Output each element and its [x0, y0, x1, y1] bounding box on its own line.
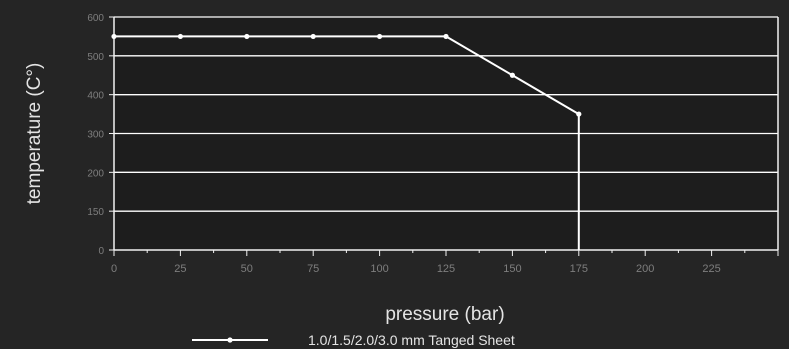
y-axis-label: temperature (C°)	[24, 63, 45, 205]
x-tick-label: 25	[174, 263, 186, 275]
y-tick-label: 0	[98, 246, 104, 257]
data-point	[310, 33, 316, 40]
x-tick-label: 225	[702, 263, 720, 275]
y-tick-label: 600	[87, 13, 104, 24]
x-tick-label: 0	[111, 263, 117, 275]
y-tick-label: 200	[87, 168, 104, 179]
data-point	[576, 111, 582, 117]
y-tick-label: 150	[87, 207, 104, 218]
x-tick-label: 75	[307, 263, 319, 275]
x-tick-label: 100	[370, 263, 388, 275]
x-tick-label: 50	[241, 263, 253, 275]
legend-label: 1.0/1.5/2.0/3.0 mm Tanged Sheet	[308, 332, 515, 348]
data-point	[111, 33, 117, 40]
y-tick-label: 500	[87, 52, 104, 63]
y-tick-label: 400	[87, 91, 104, 102]
data-point	[443, 33, 449, 40]
x-tick-label: 200	[636, 263, 654, 275]
x-axis-label: pressure (bar)	[385, 304, 504, 325]
x-tick-label: 175	[570, 263, 588, 275]
x-tick-label: 125	[437, 263, 455, 275]
y-tick-label: 300	[87, 130, 104, 141]
data-point	[177, 33, 183, 40]
data-point	[377, 33, 383, 40]
x-tick-label: 150	[503, 263, 521, 275]
data-point	[244, 33, 250, 40]
series-line	[114, 35, 580, 115]
data-point	[509, 72, 515, 78]
legend-marker	[227, 337, 233, 343]
